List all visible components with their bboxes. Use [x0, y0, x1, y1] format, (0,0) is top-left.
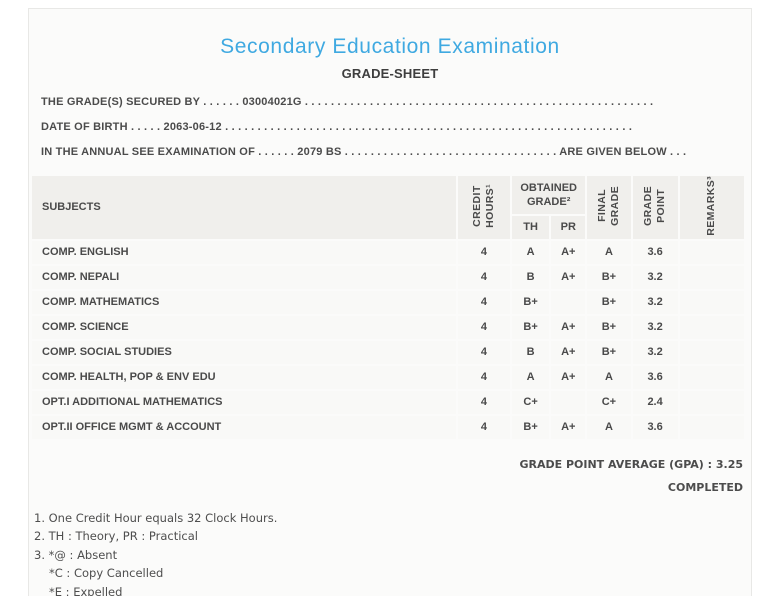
- credit-hours-cell: 4: [457, 340, 511, 364]
- page-subtitle: GRADE-SHEET: [341, 66, 439, 81]
- col-header-pr: PR: [551, 216, 586, 239]
- credit-hours-cell: 4: [457, 365, 511, 389]
- table-row: COMP. MATHEMATICS 4 B+ B+ 3.2: [32, 290, 744, 314]
- result-summary: GRADE POINT AVERAGE (GPA) : 3.25 COMPLET…: [29, 458, 743, 494]
- col-header-th: TH: [512, 216, 550, 239]
- col-header-credit-hours-label: CREDIT HOURS¹: [470, 183, 496, 228]
- pr-grade-cell: A+: [551, 415, 586, 439]
- subject-cell: OPT.I ADDITIONAL MATHEMATICS: [32, 390, 456, 414]
- final-grade-cell: A: [587, 240, 631, 264]
- th-grade-cell: B+: [512, 290, 550, 314]
- subject-cell: COMP. MATHEMATICS: [32, 290, 456, 314]
- grade-point-cell: 3.2: [632, 290, 678, 314]
- footnote-copy-cancelled: *C : Copy Cancelled: [49, 566, 164, 581]
- completion-status: COMPLETED: [667, 480, 743, 494]
- subject-cell: COMP. SCIENCE: [32, 315, 456, 339]
- document-card: Secondary Education Examination GRADE-SH…: [28, 8, 752, 596]
- grade-point-cell: 3.2: [632, 265, 678, 289]
- col-header-credit-hours: CREDIT HOURS¹: [457, 176, 511, 239]
- th-grade-cell: B: [512, 265, 550, 289]
- final-grade-cell: A: [587, 365, 631, 389]
- th-grade-cell: B: [512, 340, 550, 364]
- footnotes: 1. One Credit Hour equals 32 Clock Hours…: [34, 509, 751, 596]
- pr-grade-cell: A+: [551, 240, 586, 264]
- remarks-cell: [679, 365, 744, 389]
- credit-hours-cell: 4: [457, 240, 511, 264]
- remarks-cell: [679, 315, 744, 339]
- final-grade-cell: A: [587, 415, 631, 439]
- credit-hours-cell: 4: [457, 315, 511, 339]
- col-header-remarks: REMARKS³: [679, 176, 744, 239]
- subject-cell: COMP. HEALTH, POP & ENV EDU: [32, 365, 456, 389]
- grades-table: SUBJECTS CREDIT HOURS¹ OBTAINED GRADE² F…: [30, 174, 746, 441]
- final-grade-cell: B+: [587, 265, 631, 289]
- col-header-final-grade-label: FINAL GRADE: [595, 185, 621, 226]
- final-grade-cell: C+: [587, 390, 631, 414]
- pr-grade-cell: [551, 390, 586, 414]
- gpa-line: GRADE POINT AVERAGE (GPA) : 3.25: [519, 457, 743, 471]
- footnote-th-pr: 2. TH : Theory, PR : Practical: [34, 529, 198, 544]
- pr-grade-cell: [551, 290, 586, 314]
- info-line-examination-year: IN THE ANNUAL SEE EXAMINATION OF . . . .…: [41, 146, 687, 158]
- grade-point-cell: 3.2: [632, 340, 678, 364]
- remarks-cell: [679, 240, 744, 264]
- table-row: COMP. SCIENCE 4 B+ A+ B+ 3.2: [32, 315, 744, 339]
- grade-point-cell: 3.6: [632, 415, 678, 439]
- th-grade-cell: B+: [512, 315, 550, 339]
- col-header-grade-point: GRADE POINT: [632, 176, 678, 239]
- info-line-date-of-birth: DATE OF BIRTH . . . . . 2063-06-12 . . .…: [41, 121, 633, 133]
- pr-grade-cell: A+: [551, 340, 586, 364]
- final-grade-cell: B+: [587, 315, 631, 339]
- table-row: COMP. ENGLISH 4 A A+ A 3.6: [32, 240, 744, 264]
- info-line-grades-secured-by: THE GRADE(S) SECURED BY . . . . . . 0300…: [41, 96, 654, 108]
- remarks-cell: [679, 390, 744, 414]
- footnote-expelled: *E : Expelled: [49, 584, 123, 596]
- remarks-cell: [679, 415, 744, 439]
- grade-point-cell: 3.2: [632, 315, 678, 339]
- final-grade-cell: B+: [587, 290, 631, 314]
- page-title: Secondary Education Examination: [220, 35, 560, 58]
- pr-grade-cell: A+: [551, 315, 586, 339]
- table-row: COMP. HEALTH, POP & ENV EDU 4 A A+ A 3.6: [32, 365, 744, 389]
- pr-grade-cell: A+: [551, 265, 586, 289]
- col-header-final-grade: FINAL GRADE: [587, 176, 631, 239]
- subject-cell: COMP. ENGLISH: [32, 240, 456, 264]
- pr-grade-cell: A+: [551, 365, 586, 389]
- th-grade-cell: A: [512, 240, 550, 264]
- th-grade-cell: B+: [512, 415, 550, 439]
- grade-point-cell: 2.4: [632, 390, 678, 414]
- table-row: OPT.II OFFICE MGMT & ACCOUNT 4 B+ A+ A 3…: [32, 415, 744, 439]
- grade-point-cell: 3.6: [632, 240, 678, 264]
- remarks-cell: [679, 290, 744, 314]
- th-grade-cell: C+: [512, 390, 550, 414]
- subject-cell: COMP. NEPALI: [32, 265, 456, 289]
- table-row: OPT.I ADDITIONAL MATHEMATICS 4 C+ C+ 2.4: [32, 390, 744, 414]
- credit-hours-cell: 4: [457, 390, 511, 414]
- table-row: COMP. NEPALI 4 B A+ B+ 3.2: [32, 265, 744, 289]
- remarks-cell: [679, 265, 744, 289]
- subject-cell: COMP. SOCIAL STUDIES: [32, 340, 456, 364]
- table-row: COMP. SOCIAL STUDIES 4 B A+ B+ 3.2: [32, 340, 744, 364]
- grade-point-cell: 3.6: [632, 365, 678, 389]
- col-header-grade-point-label: GRADE POINT: [641, 185, 668, 226]
- subject-cell: OPT.II OFFICE MGMT & ACCOUNT: [32, 415, 456, 439]
- th-grade-cell: A: [512, 365, 550, 389]
- remarks-cell: [679, 340, 744, 364]
- credit-hours-cell: 4: [457, 415, 511, 439]
- col-header-obtained-grade: OBTAINED GRADE²: [512, 176, 586, 215]
- credit-hours-cell: 4: [457, 265, 511, 289]
- candidate-info: THE GRADE(S) SECURED BY . . . . . . 0300…: [41, 90, 743, 165]
- col-header-subjects: SUBJECTS: [32, 176, 456, 239]
- col-header-remarks-label: REMARKS³: [705, 176, 718, 236]
- credit-hours-cell: 4: [457, 290, 511, 314]
- footnote-credit-hours: 1. One Credit Hour equals 32 Clock Hours…: [34, 510, 278, 525]
- footnote-absent: 3. *@ : Absent: [34, 547, 118, 562]
- final-grade-cell: B+: [587, 340, 631, 364]
